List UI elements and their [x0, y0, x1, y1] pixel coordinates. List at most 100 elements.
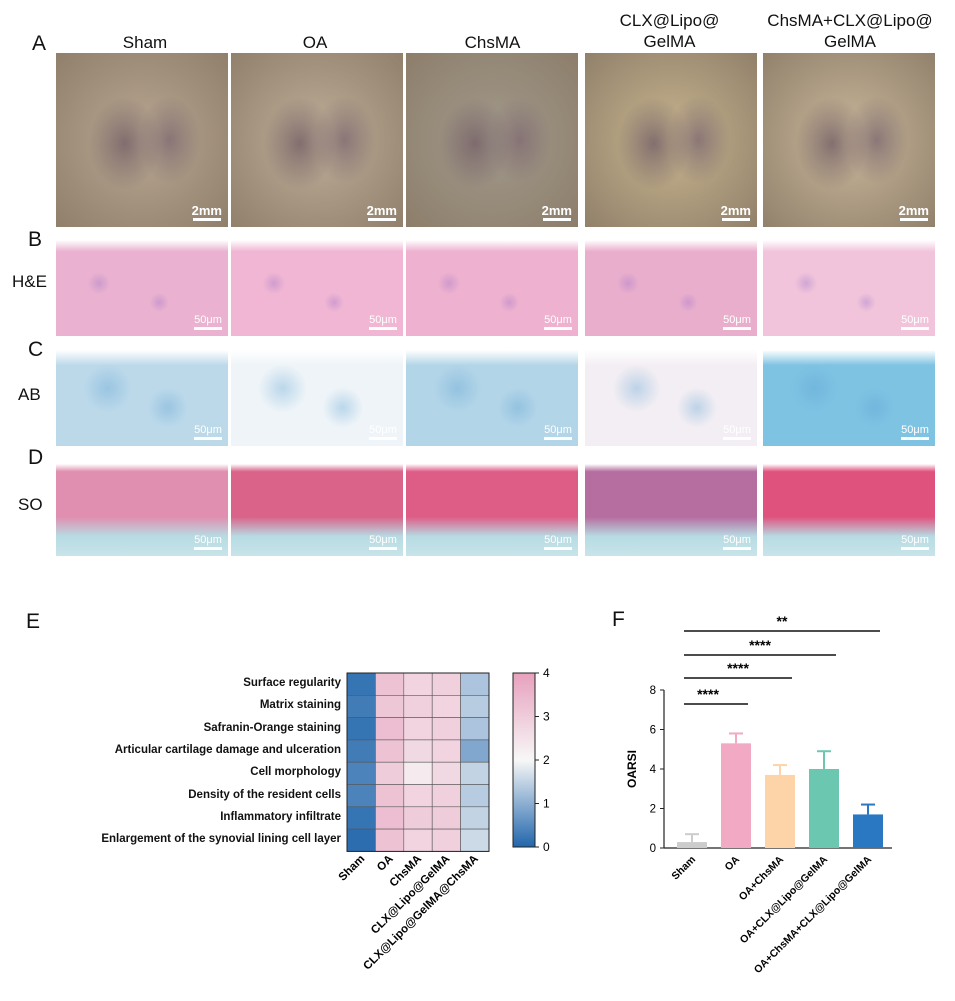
- scale-bar: 2mm: [541, 203, 572, 221]
- scale-bar: 50μm: [194, 314, 222, 330]
- scale-bar-line: [194, 327, 222, 330]
- row-label-he: H&E: [12, 272, 47, 291]
- bar: [809, 769, 839, 848]
- scale-bar-line: [723, 437, 751, 440]
- ab-stain-image-3: 50μm: [406, 350, 578, 446]
- scale-bar-label: 2mm: [541, 203, 572, 218]
- photo-image-4: 2mm: [585, 53, 757, 227]
- scale-bar-line: [723, 327, 751, 330]
- y-tick-label: 2: [650, 804, 656, 816]
- scale-bar: 50μm: [369, 424, 397, 440]
- scale-bar-line: [544, 547, 572, 550]
- scale-bar-line: [542, 218, 571, 221]
- row-label-ab: AB: [18, 385, 41, 404]
- panel-label-f: F: [612, 608, 625, 631]
- he-stain-image-1: 50μm: [56, 240, 228, 336]
- scale-bar-label: 2mm: [898, 203, 929, 218]
- ab-stain-image-4: 50μm: [585, 350, 757, 446]
- photo-image-3: 2mm: [406, 53, 578, 227]
- scale-bar-label: 50μm: [723, 314, 751, 326]
- scale-bar: 50μm: [544, 534, 572, 550]
- photo-image-2: 2mm: [231, 53, 403, 227]
- significance-label: ****: [749, 637, 771, 653]
- y-tick-label: 4: [650, 764, 657, 776]
- scale-bar-label: 50μm: [723, 534, 751, 546]
- scale-bar-label: 50μm: [901, 424, 929, 436]
- bar: [677, 842, 707, 848]
- he-stain-image-2: 50μm: [231, 240, 403, 336]
- scale-bar-line: [901, 327, 929, 330]
- scale-bar: 50μm: [901, 534, 929, 550]
- scale-bar-label: 50μm: [369, 314, 397, 326]
- he-stain-image-3: 50μm: [406, 240, 578, 336]
- row-label-so: SO: [18, 495, 43, 514]
- panel-label-b: B: [28, 228, 43, 251]
- heatmap-row-label: Surface regularity: [243, 677, 341, 689]
- scale-bar-line: [723, 547, 751, 550]
- heatmap-row-label: Safranin-Orange staining: [203, 721, 341, 734]
- ab-stain-image-2: 50μm: [231, 350, 403, 446]
- ab-stain-image-1: 50μm: [56, 350, 228, 446]
- scale-bar: 2mm: [898, 203, 929, 221]
- scale-bar-line: [192, 218, 221, 221]
- scale-bar: 2mm: [191, 203, 222, 221]
- scale-bar-label: 50μm: [369, 534, 397, 546]
- panel-label-d: D: [28, 446, 44, 469]
- column-title-oa: OA: [302, 33, 328, 52]
- so-stain-image-1: 50μm: [56, 458, 228, 556]
- significance-label: **: [777, 613, 788, 629]
- scale-bar-label: 50μm: [194, 314, 222, 326]
- scale-bar-label: 50μm: [194, 424, 222, 436]
- so-stain-image-5: 50μm: [763, 458, 935, 556]
- heatmap-row-label: Enlargement of the synovial lining cell …: [101, 833, 341, 846]
- so-stain-image-2: 50μm: [231, 458, 403, 556]
- scale-bar: 50μm: [544, 314, 572, 330]
- column-title-chsma-clx-lipo-gelma: ChsMA+CLX@Lipo@ GelMA: [767, 11, 933, 51]
- scale-bar-line: [544, 437, 572, 440]
- panel-label-e: E: [26, 610, 41, 633]
- scale-bar: 50μm: [723, 534, 751, 550]
- scale-bar: 50μm: [901, 424, 929, 440]
- column-title-clx-lipo-gelma: CLX@Lipo@ GelMA: [619, 11, 720, 51]
- colorbar-tick-label: 0: [543, 840, 550, 854]
- scale-bar-label: 2mm: [191, 203, 222, 218]
- heatmap-row-label: Inflammatory infiltrate: [220, 810, 341, 823]
- photo-image-1: 2mm: [56, 53, 228, 227]
- scale-bar: 2mm: [366, 203, 397, 221]
- heatmap-row-label: Cell morphology: [250, 766, 341, 779]
- column-title-sham: Sham: [122, 33, 168, 52]
- scale-bar: 50μm: [901, 314, 929, 330]
- colorbar-tick-label: 1: [543, 797, 550, 811]
- so-stain-image-4: 50μm: [585, 458, 757, 556]
- significance-label: ****: [697, 686, 719, 702]
- heatmap-row-label: Articular cartilage damage and ulceratio…: [114, 743, 341, 756]
- x-category-label: OA+CLX@Lipo@GelMA: [738, 853, 831, 946]
- scale-bar-label: 2mm: [366, 203, 397, 218]
- scale-bar-line: [367, 218, 396, 221]
- scale-bar-line: [901, 547, 929, 550]
- scale-bar-line: [544, 327, 572, 330]
- scale-bar-line: [194, 437, 222, 440]
- y-tick-label: 6: [650, 725, 656, 737]
- scale-bar-label: 50μm: [723, 424, 751, 436]
- column-title-chsma: ChsMA: [464, 33, 521, 52]
- scale-bar: 50μm: [723, 314, 751, 330]
- scale-bar: 50μm: [723, 424, 751, 440]
- heatmap-row-label: Density of the resident cells: [188, 788, 341, 801]
- scale-bar: 50μm: [369, 314, 397, 330]
- bar: [765, 774, 795, 848]
- scale-bar-label: 50μm: [544, 534, 572, 546]
- scale-bar-label: 50μm: [544, 424, 572, 436]
- photo-image-5: 2mm: [763, 53, 935, 227]
- scale-bar-label: 50μm: [901, 314, 929, 326]
- bar: [721, 743, 751, 848]
- significance-label: ****: [727, 660, 749, 676]
- scale-bar-line: [194, 547, 222, 550]
- colorbar-tick-label: 4: [543, 666, 550, 680]
- scale-bar-line: [369, 327, 397, 330]
- he-stain-image-4: 50μm: [585, 240, 757, 336]
- scale-bar-line: [721, 218, 750, 221]
- scale-bar: 50μm: [369, 534, 397, 550]
- scale-bar: 50μm: [544, 424, 572, 440]
